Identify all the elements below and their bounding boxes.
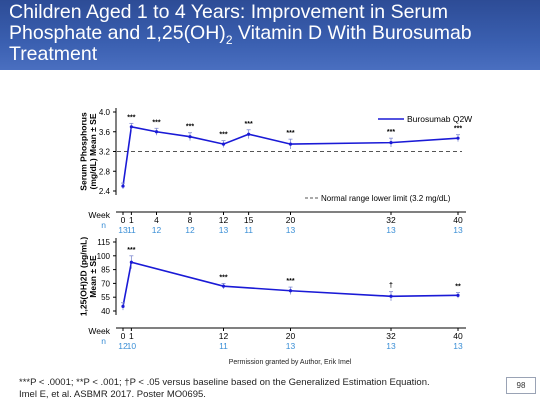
n-value: 12 — [185, 225, 195, 235]
significance-label: *** — [286, 278, 294, 285]
x-tick-label: 20 — [286, 215, 296, 225]
x-tick-label: 0 — [121, 215, 126, 225]
footnote-reference: Imel E, et al. ASBMR 2017. Poster MO0695… — [19, 389, 206, 400]
significance-label: *** — [186, 124, 194, 131]
data-point — [221, 284, 226, 288]
footnote: ***P < .0001; **P < .001; †P < .05 versu… — [19, 377, 430, 401]
n-label: n — [101, 336, 106, 346]
y-tick-label: 4.0 — [99, 108, 111, 117]
data-point — [247, 132, 251, 136]
significance-label: † — [389, 283, 393, 290]
permission-note: Permission granted by Author, Erik Imel — [229, 359, 352, 366]
n-value: 13 — [386, 341, 396, 351]
n-value: 13 — [286, 225, 296, 235]
n-value: 13 — [453, 341, 463, 351]
x-tick-label: 32 — [386, 215, 396, 225]
y-tick-label: 100 — [97, 252, 111, 261]
significance-label: *** — [127, 114, 135, 121]
data-point — [188, 135, 192, 139]
data-point — [129, 125, 133, 129]
significance-label: *** — [219, 132, 227, 139]
y-tick-label: 40 — [101, 307, 110, 316]
significance-label: ** — [455, 284, 461, 291]
y-tick-label: 2.4 — [99, 187, 111, 196]
slide-title: Children Aged 1 to 4 Years: Improvement … — [9, 2, 529, 65]
significance-label: *** — [387, 129, 395, 136]
y-tick-label: 70 — [101, 279, 110, 288]
title-line-1: Children Aged 1 to 4 Years: Improvement … — [9, 1, 448, 23]
x-tick-label: 0 — [121, 331, 126, 341]
title-subscript: 2 — [225, 32, 233, 47]
page-number: 98 — [506, 377, 536, 394]
x-tick-label: 40 — [453, 331, 463, 341]
reference-legend-label: Normal range lower limit (3.2 mg/dL) — [321, 194, 451, 203]
n-value: 10 — [127, 341, 137, 351]
data-point — [288, 142, 293, 146]
y-axis-title: Serum Phosphorus(mg/dL) Mean ± SE — [78, 112, 98, 191]
x-tick-label: 8 — [188, 215, 193, 225]
title-line-3: Treatment — [9, 43, 98, 65]
y-tick-label: 115 — [97, 238, 110, 247]
y-axis-title: 1,25(OH)2D (pg/mL)Mean ± SE — [78, 237, 98, 317]
x-tick-label: 15 — [244, 215, 254, 225]
x-tick-label: 12 — [219, 331, 229, 341]
x-tick-label: 40 — [453, 215, 463, 225]
data-point — [121, 184, 125, 188]
data-point — [221, 142, 226, 146]
n-value: 12 — [152, 225, 162, 235]
significance-label: *** — [152, 119, 160, 126]
n-value: 13 — [453, 225, 463, 235]
n-value: 13 — [118, 225, 128, 235]
n-value: 11 — [127, 225, 136, 235]
significance-label: *** — [245, 121, 253, 128]
footnote-significance: ***P < .0001; **P < .001; †P < .05 versu… — [19, 377, 430, 388]
data-point — [154, 130, 159, 134]
significance-label: *** — [219, 274, 227, 281]
slide-header — [0, 0, 540, 70]
data-point — [456, 136, 460, 140]
title-line-2-end: Vitamin D With Burosumab — [232, 22, 472, 44]
title-line-2-start: Phosphate and 1,25(OH) — [9, 22, 226, 44]
n-value: 13 — [219, 225, 229, 235]
significance-label: *** — [127, 247, 135, 254]
x-tick-label: 4 — [154, 215, 159, 225]
y-tick-label: 85 — [101, 266, 110, 275]
y-tick-label: 2.8 — [99, 167, 111, 176]
y-tick-label: 55 — [101, 293, 110, 302]
y-tick-label: 3.6 — [99, 128, 111, 137]
y-tick-label: 3.2 — [99, 148, 111, 157]
x-tick-label: 1 — [129, 331, 134, 341]
legend-label: Burosumab Q2W — [407, 114, 472, 124]
data-point — [129, 260, 133, 264]
n-label: n — [101, 220, 106, 230]
n-value: 13 — [286, 341, 296, 351]
n-value: 11 — [219, 341, 228, 351]
data-point — [389, 294, 393, 298]
x-tick-label: 12 — [219, 215, 229, 225]
n-value: 12 — [118, 341, 128, 351]
significance-label: *** — [454, 126, 462, 133]
x-tick-label: 32 — [386, 331, 396, 341]
x-axis-title: Week — [88, 210, 110, 220]
data-point — [456, 293, 460, 297]
data-point — [288, 289, 293, 293]
x-axis-title: Week — [88, 326, 110, 336]
series-line — [122, 261, 459, 307]
significance-label: *** — [286, 130, 294, 137]
x-tick-label: 20 — [286, 331, 296, 341]
data-point — [121, 304, 125, 308]
x-tick-label: 1 — [129, 215, 134, 225]
n-value: 13 — [386, 225, 396, 235]
data-point — [389, 141, 393, 145]
n-value: 11 — [244, 225, 253, 235]
